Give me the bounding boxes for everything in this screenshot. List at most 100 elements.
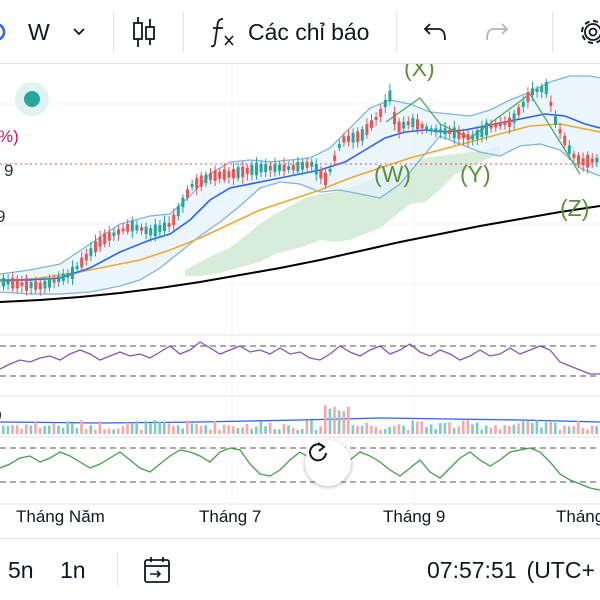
axis-label-1: 9 — [4, 161, 13, 180]
chart-type-button[interactable] — [131, 0, 157, 64]
volume-bar — [75, 427, 79, 434]
wave-label-w: (W) — [374, 161, 411, 187]
candle-body — [172, 214, 176, 226]
volume-bar — [71, 423, 74, 434]
candle-body — [567, 145, 571, 154]
candle-body — [135, 224, 139, 231]
candle-body — [402, 121, 406, 129]
volume-bar — [126, 422, 129, 434]
candle-body — [199, 175, 203, 187]
candle-body — [586, 154, 590, 168]
reset-chart-button[interactable] — [305, 440, 351, 486]
candle-body — [112, 232, 116, 236]
volume-bar — [498, 429, 502, 434]
ma-blue-line — [0, 113, 600, 281]
volume-bar — [337, 410, 341, 434]
toolbar-divider — [396, 12, 397, 52]
candle-body — [590, 158, 594, 163]
range-1y-button[interactable]: 1n — [60, 539, 86, 600]
candle-body — [319, 169, 323, 179]
volume-bar — [167, 423, 171, 434]
candle-body — [2, 277, 5, 287]
volume-bar — [107, 428, 111, 434]
interval-button[interactable]: W — [28, 0, 86, 64]
indicator-dot-icon[interactable] — [15, 82, 49, 116]
volume-bar — [11, 425, 14, 434]
candle-body — [107, 232, 111, 241]
candle-body — [190, 184, 194, 188]
volume-bar — [186, 420, 189, 434]
x-label-may: Tháng Năm — [16, 507, 105, 526]
candle-body — [57, 275, 61, 283]
interval-label: W — [28, 18, 50, 45]
candle-body — [6, 280, 10, 285]
candle-body — [117, 229, 120, 235]
candle-body — [425, 126, 429, 130]
candles-icon — [131, 15, 157, 49]
candle-body — [282, 164, 286, 172]
candle-body — [406, 121, 410, 126]
volume-bar — [259, 421, 263, 434]
candle-body — [489, 123, 493, 129]
date-range-button[interactable] — [142, 539, 172, 600]
volume-bar — [144, 420, 148, 434]
bottom-divider — [117, 553, 118, 587]
candle-body — [98, 236, 102, 247]
volume-bar — [2, 425, 5, 434]
candle-body — [213, 170, 217, 181]
candle-body — [393, 112, 396, 125]
volume-bar — [554, 422, 557, 434]
stoch-pane — [0, 447, 600, 491]
range-5y-button[interactable]: 5n — [8, 539, 34, 600]
candle-body — [411, 117, 415, 128]
volume-bar — [268, 422, 272, 434]
candle-body — [397, 121, 401, 133]
candle-body — [121, 228, 125, 232]
toolbar-divider — [113, 12, 114, 52]
candle-body — [264, 163, 268, 173]
candle-body — [475, 130, 479, 139]
volume-bar — [379, 429, 382, 434]
volume-bar — [590, 425, 594, 434]
volume-bar — [112, 429, 115, 434]
volume-bar — [314, 429, 318, 434]
range-5y-label: 5n — [8, 556, 34, 583]
volume-bar — [577, 420, 580, 434]
axis-label-2: 9 — [0, 207, 5, 226]
candle-body — [84, 253, 88, 261]
ma-orange-line — [0, 123, 600, 283]
candle-body — [374, 116, 378, 120]
redo-button[interactable] — [484, 0, 510, 64]
candle-body — [153, 224, 157, 237]
candle-body — [351, 132, 355, 143]
rsi-line — [0, 341, 600, 375]
volume-bar — [199, 425, 203, 434]
chart-canvas[interactable]: (X) (W) (Y) (Z) %) 9 9 9 Tháng Năm Tháng… — [0, 64, 600, 530]
candle-body — [241, 166, 245, 177]
volume-bar — [521, 421, 525, 434]
volume-bar — [20, 428, 23, 434]
chart-svg[interactable]: (X) (W) (Y) (Z) %) 9 9 9 Tháng Năm Tháng… — [0, 64, 600, 530]
volume-bar — [480, 429, 483, 434]
volume-bar — [319, 426, 322, 434]
bottom-toolbar: 5n 1n 07:57:51 (UTC+ — [0, 538, 600, 600]
volume-bar — [25, 424, 28, 434]
clock-display[interactable]: 07:57:51 (UTC+ — [427, 539, 595, 600]
volume-bar — [531, 422, 534, 434]
volume-bar — [117, 428, 120, 434]
candle-body — [416, 119, 419, 130]
volume-bar — [236, 427, 240, 434]
axis-label-3: 9 — [0, 407, 2, 423]
bollinger-upper — [0, 75, 600, 275]
candle-body — [222, 169, 226, 180]
symbol-icon[interactable] — [0, 0, 8, 64]
volume-bar — [402, 425, 405, 434]
volume-bar — [84, 429, 88, 434]
candle-body — [291, 164, 295, 171]
volume-ma-line — [0, 417, 600, 424]
settings-button[interactable] — [576, 0, 600, 64]
undo-button[interactable] — [422, 0, 448, 64]
candle-body — [301, 162, 304, 170]
indicators-button[interactable]: Các chỉ báo — [208, 0, 369, 64]
volume-bar — [195, 424, 198, 434]
